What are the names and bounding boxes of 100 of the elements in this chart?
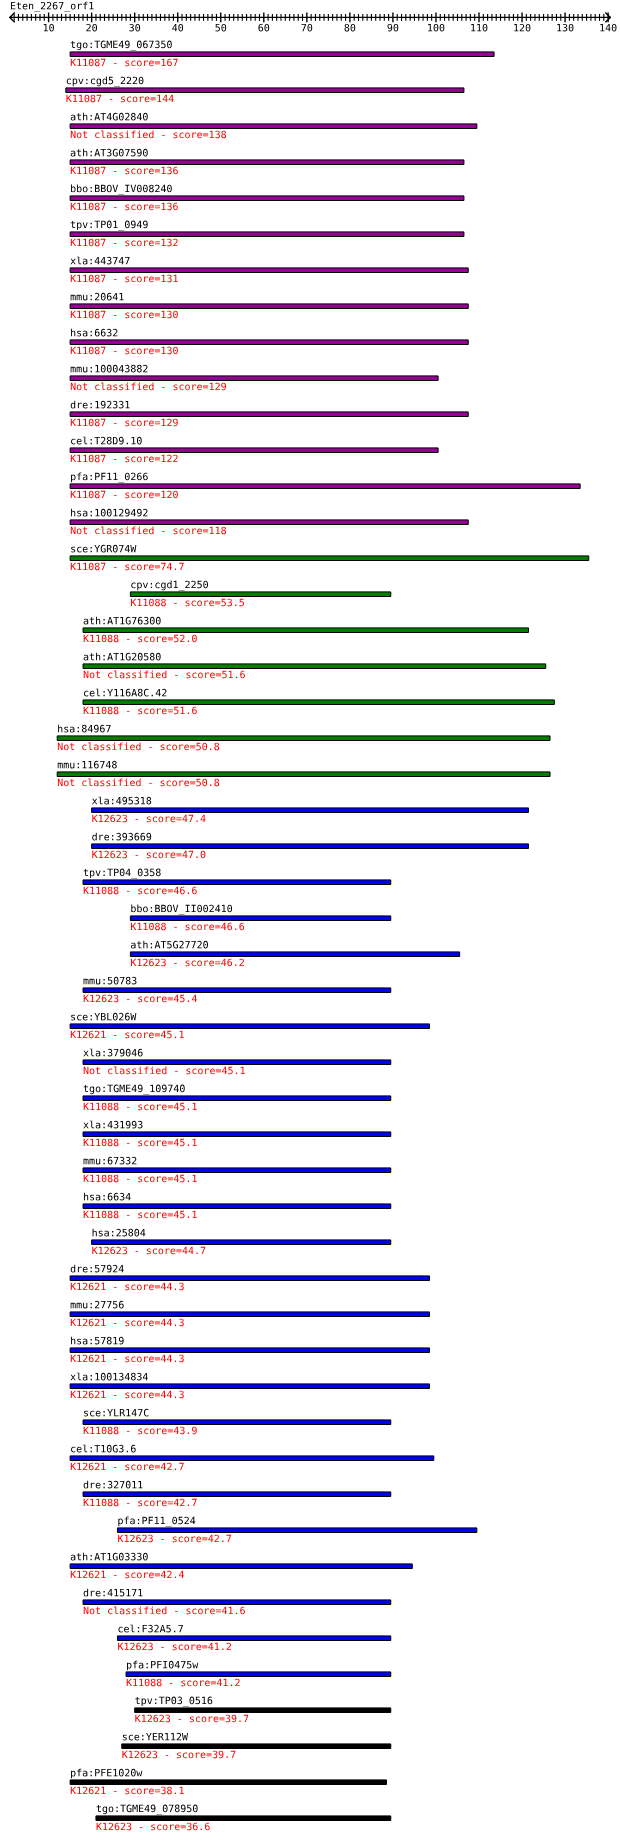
y-tick-label: ath:AT4G02840	[70, 112, 148, 121]
bar	[69, 1275, 430, 1281]
bar	[69, 1023, 430, 1029]
y-tick-label: mmu:67332	[83, 1156, 137, 1165]
y-tick-label: hsa:6634	[83, 1192, 131, 1201]
y-tick-label: pfa:PF11_0266	[71, 472, 148, 483]
annotation: K11087 - score=130	[70, 346, 178, 355]
bar	[69, 159, 465, 165]
x-tick-label: 130	[557, 23, 574, 32]
x-tick-label: 50	[215, 23, 227, 32]
bar	[82, 1491, 392, 1497]
bar	[82, 1167, 392, 1173]
bar	[116, 1527, 478, 1533]
y-tick-label: hsa:25804	[92, 1228, 146, 1237]
annotation: Not classified - score=129	[70, 382, 226, 391]
x-tick-label: 110	[471, 23, 488, 32]
y-tick-label: tpv:TP03_0516	[135, 1696, 213, 1707]
annotation: K11087 - score=136	[70, 166, 178, 175]
y-tick-label: xla:379046	[83, 1048, 143, 1057]
annotation: Not classified - score=41.6	[83, 1606, 245, 1615]
annotation: K11088 - score=43.9	[83, 1426, 197, 1435]
annotation: K11087 - score=130	[70, 310, 178, 319]
x-tick-label: 140	[600, 23, 617, 32]
bar	[82, 627, 529, 633]
bar	[82, 1131, 392, 1137]
annotation: K11088 - score=53.5	[131, 598, 244, 607]
y-tick-label: mmu:20641	[70, 292, 124, 301]
annotation: Not classified - score=118	[70, 526, 227, 535]
y-tick-label: xla:495318	[92, 796, 152, 805]
y-tick-label: mmu:100043882	[70, 364, 148, 373]
annotation: K11088 - score=52.0	[83, 634, 197, 643]
bar	[69, 339, 469, 345]
bar	[69, 447, 439, 453]
annotation: Not classified - score=138	[70, 130, 227, 139]
bar	[69, 375, 439, 381]
y-tick-label: ath:AT1G20580	[83, 652, 161, 661]
y-tick-label: dre:327011	[83, 1480, 143, 1489]
annotation: K12621 - score=44.3	[70, 1390, 184, 1399]
bar	[129, 915, 392, 921]
annotation: K11088 - score=45.1	[83, 1138, 197, 1147]
y-tick-label: ath:AT5G27720	[131, 940, 208, 949]
y-tick-label: mmu:116748	[57, 760, 117, 769]
bar	[69, 1383, 430, 1389]
bar	[82, 1419, 392, 1425]
annotation: K12623 - score=44.7	[92, 1246, 206, 1255]
y-tick-label: sce:YGR074W	[71, 544, 137, 553]
annotation: K11087 - score=136	[70, 202, 178, 211]
y-tick-label: mmu:50783	[83, 976, 137, 985]
y-tick-label: ath:AT1G76300	[83, 616, 161, 625]
y-tick-label: tgo:TGME49_067350	[70, 40, 172, 51]
bar	[69, 519, 469, 525]
bar	[82, 1599, 392, 1605]
bar	[69, 1563, 413, 1569]
y-tick-label: xla:431993	[83, 1120, 143, 1129]
bar	[82, 699, 555, 705]
bar	[69, 1779, 387, 1785]
x-tick-label: 30	[129, 23, 141, 32]
annotation: K11088 - score=45.1	[83, 1102, 197, 1111]
x-tick-label: 10	[43, 23, 54, 32]
bar	[65, 87, 465, 93]
y-tick-label: hsa:84967	[58, 724, 111, 733]
x-tick-label: 100	[428, 23, 445, 32]
bar	[91, 807, 529, 813]
bar	[82, 1059, 392, 1065]
y-tick-label: dre:393669	[92, 832, 152, 841]
annotation: K12623 - score=47.4	[92, 814, 206, 823]
x-tick-label: 120	[514, 23, 531, 32]
y-tick-label: sce:YBL026W	[71, 1012, 137, 1021]
bar	[69, 303, 469, 309]
bar	[56, 735, 551, 741]
y-tick-label: sce:YER112W	[122, 1732, 188, 1741]
y-tick-label: hsa:100129492	[71, 508, 148, 517]
y-tick-label: cel:T10G3.6	[71, 1444, 136, 1453]
bar	[69, 1347, 430, 1353]
annotation: K11087 - score=167	[70, 58, 178, 67]
bar	[69, 1311, 430, 1317]
bar	[82, 663, 547, 669]
chart-title: Eten_2267_orf1	[10, 1, 94, 12]
annotation: K12623 - score=39.7	[122, 1750, 236, 1759]
annotation: K11088 - score=45.1	[83, 1174, 197, 1183]
bar	[69, 123, 478, 129]
y-tick-label: cel:F32A5.7	[118, 1624, 183, 1633]
annotation: K11088 - score=41.2	[126, 1678, 240, 1687]
bar	[69, 51, 495, 57]
bar	[69, 1455, 435, 1461]
bar	[82, 1203, 392, 1209]
annotation: K11087 - score=122	[70, 454, 178, 463]
x-tick-label: 70	[301, 23, 313, 32]
annotation: K12621 - score=44.3	[70, 1318, 184, 1327]
bar	[69, 267, 469, 273]
bar	[82, 879, 392, 885]
y-tick-label: xla:100134834	[70, 1372, 148, 1381]
annotation: K11088 - score=45.1	[83, 1210, 197, 1219]
y-tick-label: bbo:BBOV_IV008240	[71, 184, 172, 195]
x-tick-label: 90	[387, 23, 399, 32]
y-tick-label: pfa:PFI0475w	[127, 1660, 199, 1671]
y-tick-label: hsa:57819	[71, 1336, 124, 1345]
y-tick-label: tpv:TP04_0358	[83, 868, 161, 879]
annotation: K11087 - score=74.7	[70, 562, 184, 571]
bar	[69, 555, 590, 561]
